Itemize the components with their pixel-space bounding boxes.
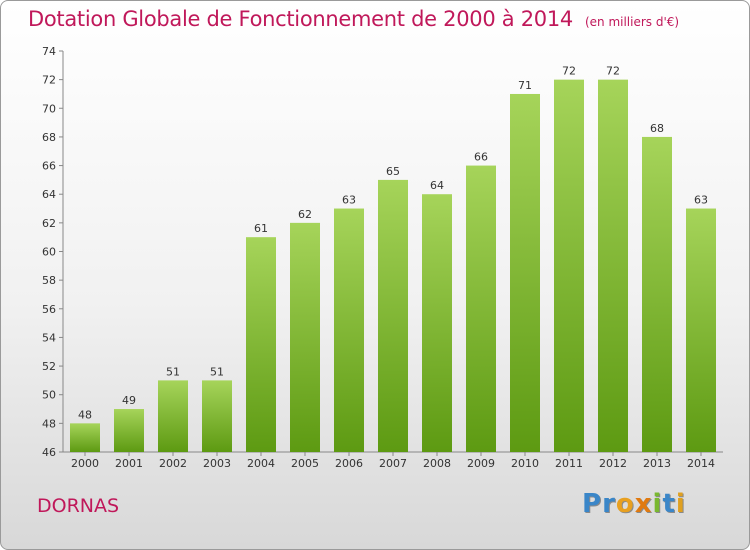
data-label: 51 — [166, 365, 180, 378]
x-tick-label: 2013 — [643, 457, 671, 470]
y-tick-label: 74 — [42, 45, 56, 58]
data-label: 72 — [606, 65, 620, 78]
x-tick-label: 2014 — [687, 457, 715, 470]
data-label: 65 — [386, 165, 400, 178]
bar — [70, 423, 100, 452]
x-tick-label: 2006 — [335, 457, 363, 470]
y-tick-label: 50 — [42, 389, 56, 402]
x-tick-label: 2009 — [467, 457, 495, 470]
y-tick-label: 62 — [42, 217, 56, 230]
x-tick-label: 2004 — [247, 457, 275, 470]
logo-letter: o — [615, 489, 635, 519]
x-tick-label: 2010 — [511, 457, 539, 470]
x-tick-label: 2005 — [291, 457, 319, 470]
data-label: 63 — [342, 194, 356, 207]
y-tick-label: 68 — [42, 131, 56, 144]
bar — [334, 208, 364, 452]
data-label: 66 — [474, 151, 488, 164]
y-tick-label: 46 — [42, 446, 56, 459]
chart-subtitle: (en milliers d'€) — [584, 15, 680, 29]
y-tick-label: 72 — [42, 74, 56, 87]
bar — [114, 409, 144, 452]
bar — [510, 93, 540, 452]
y-tick-label: 56 — [42, 303, 56, 316]
logo-letter: i — [652, 489, 663, 519]
y-tick-label: 58 — [42, 274, 56, 287]
bar — [246, 237, 276, 452]
y-tick-label: 60 — [42, 246, 56, 259]
x-tick-label: 2001 — [115, 457, 143, 470]
y-tick-label: 64 — [42, 188, 56, 201]
data-label: 64 — [430, 179, 444, 192]
y-tick-label: 52 — [42, 360, 56, 373]
bar — [466, 165, 496, 453]
logo-letter: P — [582, 489, 603, 519]
y-tick-label: 54 — [42, 331, 56, 344]
x-tick-label: 2002 — [159, 457, 187, 470]
chart-title-block: Dotation Globale de Fonctionnement de 20… — [28, 7, 679, 31]
data-label: 48 — [78, 408, 92, 421]
bar — [598, 79, 628, 453]
x-tick-label: 2011 — [555, 457, 583, 470]
data-label: 51 — [210, 365, 224, 378]
x-tick-label: 2012 — [599, 457, 627, 470]
bar — [290, 222, 320, 452]
logo-letter: t — [662, 489, 676, 519]
x-tick-label: 2003 — [203, 457, 231, 470]
y-tick-label: 70 — [42, 102, 56, 115]
data-label: 72 — [562, 65, 576, 78]
proxiti-logo: Proxiti — [582, 489, 686, 519]
logo-letter: x — [634, 489, 653, 519]
bar — [422, 194, 452, 452]
chart-title: Dotation Globale de Fonctionnement de 20… — [28, 7, 573, 31]
bar — [378, 179, 408, 452]
data-label: 63 — [694, 194, 708, 207]
bar — [158, 380, 188, 452]
commune-name: DORNAS — [37, 495, 120, 517]
bar — [642, 136, 672, 452]
x-tick-label: 2008 — [423, 457, 451, 470]
x-tick-label: 2007 — [379, 457, 407, 470]
bar — [686, 208, 716, 452]
data-label: 71 — [518, 79, 532, 92]
x-tick-label: 2000 — [71, 457, 99, 470]
data-label: 49 — [122, 394, 136, 407]
data-label: 62 — [298, 208, 312, 221]
bar — [554, 79, 584, 453]
logo-letter: r — [602, 489, 616, 519]
y-tick-label: 48 — [42, 417, 56, 430]
logo-letter: i — [675, 489, 686, 519]
bar — [202, 380, 232, 452]
data-label: 68 — [650, 122, 664, 135]
y-tick-label: 66 — [42, 160, 56, 173]
data-label: 61 — [254, 222, 268, 235]
